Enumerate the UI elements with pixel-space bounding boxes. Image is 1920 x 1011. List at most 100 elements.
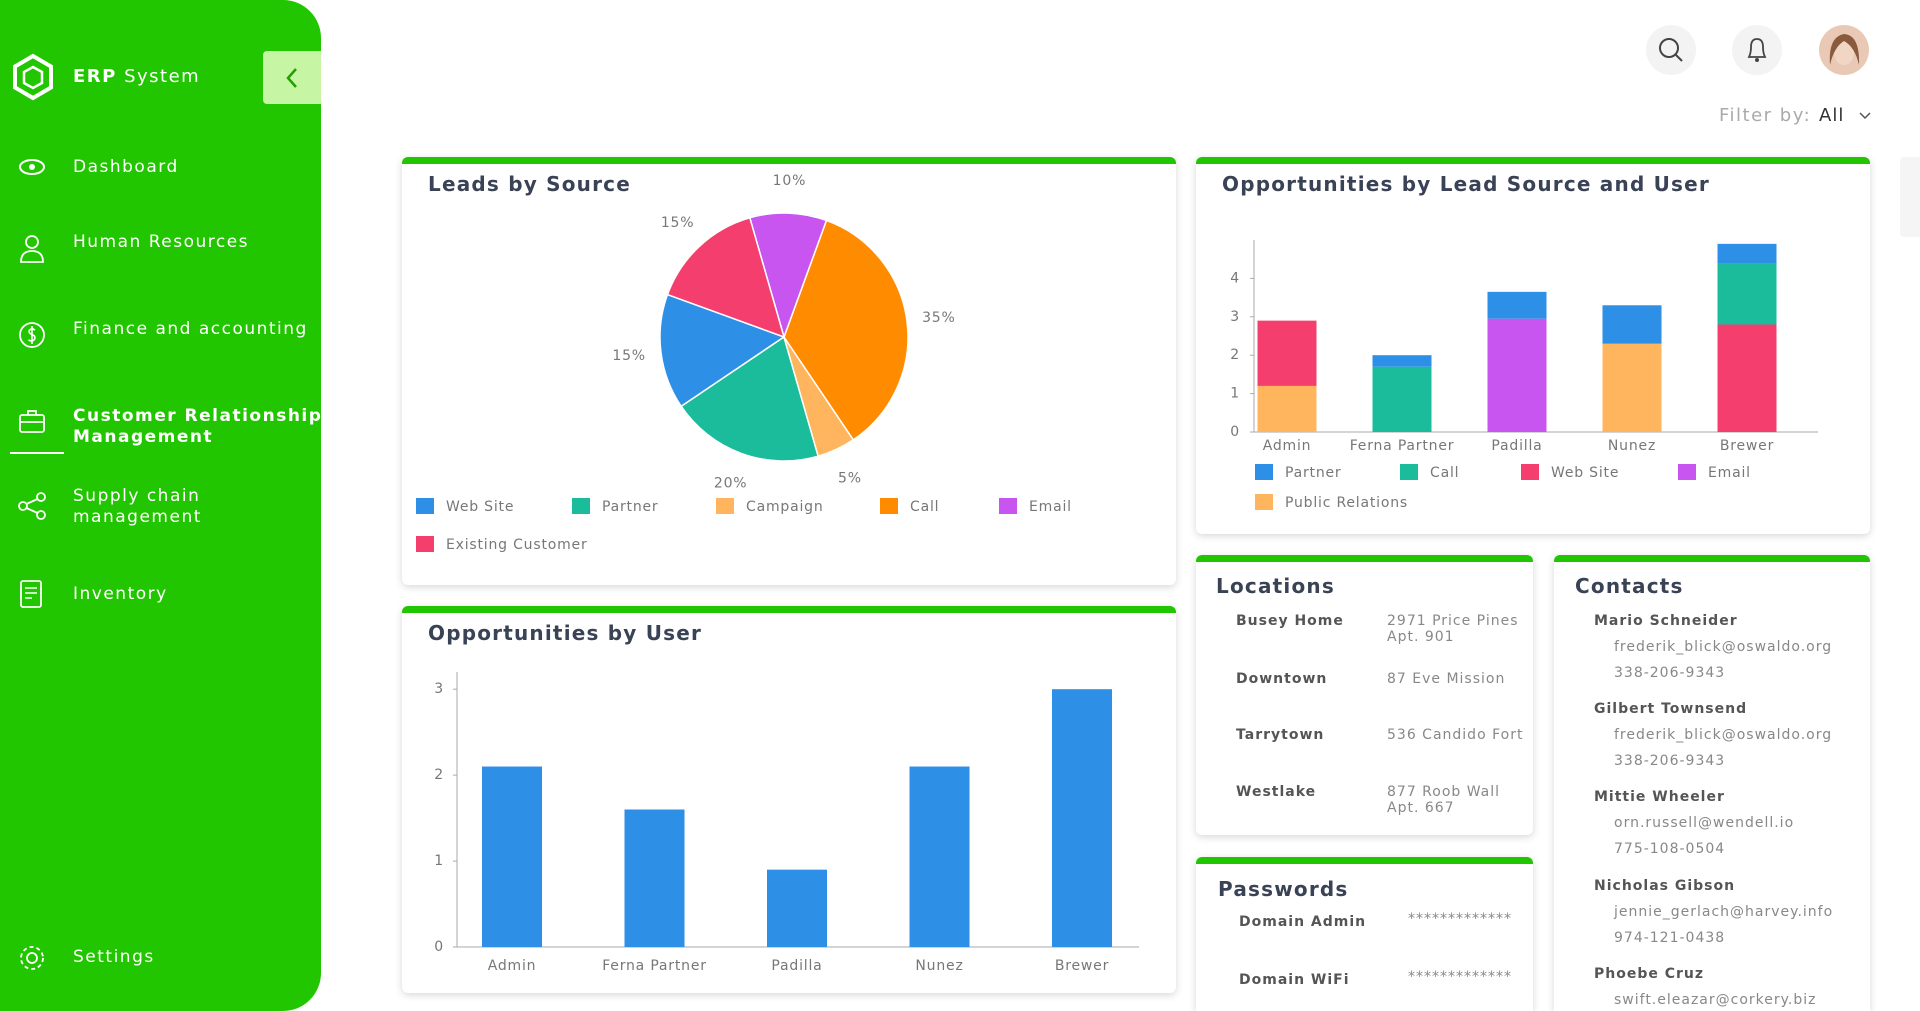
menu-icon — [19, 159, 45, 175]
contact-name: Gilbert Townsend — [1594, 701, 1748, 717]
contact-name: Mittie Wheeler — [1594, 789, 1725, 805]
menu-item[interactable]: management — [73, 507, 202, 527]
menu-icon — [20, 580, 42, 608]
pie-slice — [659, 293, 786, 408]
location-address: 2971 Price Pines — [1387, 613, 1519, 629]
menu-item[interactable]: Finance and accounting — [73, 319, 308, 339]
settings-icon — [20, 946, 44, 970]
legend-swatch — [1400, 464, 1418, 480]
contact-email: frederik_blick@oswaldo.org — [1614, 727, 1833, 743]
menu-item[interactable]: Customer Relationship — [73, 406, 323, 426]
slice-label: 15% — [612, 348, 646, 364]
slice-label: 5% — [838, 470, 862, 486]
pie-slice — [680, 335, 820, 462]
bar — [482, 766, 542, 947]
pie-slice — [666, 216, 786, 339]
legend-label: Partner — [1285, 465, 1341, 481]
bar-segment — [1487, 291, 1547, 319]
contact-name: Mario Schneider — [1594, 613, 1738, 629]
locations-card: Locations Busey Home 2971 Price Pines Apt.… — [1196, 555, 1533, 835]
legend-swatch — [416, 498, 434, 514]
menu-item[interactable]: Dashboard — [73, 157, 179, 177]
y-tick-label: 4 — [1230, 270, 1240, 286]
y-tick-label: 3 — [1230, 309, 1240, 325]
y-tick-label: 3 — [434, 681, 444, 697]
bar-segment — [1372, 366, 1432, 432]
x-tick-label: Brewer — [1055, 958, 1109, 974]
password-value: ************* — [1408, 969, 1512, 985]
passwords-card: Passwords Domain Admin ************* Domai… — [1196, 857, 1533, 1011]
bar — [909, 766, 970, 947]
x-tick-label: Nunez — [915, 958, 963, 974]
contact-phone: 775-108-0504 — [1614, 841, 1726, 857]
collapse-button[interactable] — [263, 51, 321, 104]
location-address: Apt. 901 — [1387, 629, 1455, 645]
scroll-track — [1900, 157, 1920, 237]
location-name: Westlake — [1236, 784, 1317, 800]
x-tick-label: Padilla — [1491, 438, 1542, 454]
card-title: Locations — [1216, 574, 1335, 598]
bar — [767, 869, 827, 947]
filter-chevron[interactable] — [1857, 110, 1873, 122]
card: 0 1 2 3 4 Admin Ferna Partner Padilla Nunez Brewe… — [1196, 157, 1870, 534]
bar-segment — [1717, 243, 1777, 264]
bar-segment — [1257, 320, 1317, 386]
x-tick-label: Padilla — [771, 958, 822, 974]
pie-slice — [783, 219, 909, 441]
password-name: Domain Admin — [1239, 914, 1367, 930]
chart: 0 1 2 3 Admin Ferna Partner Padilla Nunez Brewer — [434, 672, 1139, 974]
legend-swatch — [1678, 464, 1696, 480]
legend-swatch — [416, 536, 434, 552]
menu-item[interactable]: Human Resources — [73, 232, 250, 252]
legend-label: Web Site — [1551, 465, 1619, 481]
contact-email: swift.eleazar@corkery.biz — [1614, 992, 1817, 1008]
x-tick-label: Ferna Partner — [1350, 438, 1455, 454]
card-title: Contacts — [1575, 574, 1684, 598]
chart: 15% Web Site 20% Partner 5% Campaign 35% Call 10… — [416, 173, 1071, 553]
slice-label: 10% — [773, 173, 807, 189]
menu-item[interactable]: Supply chain — [73, 486, 201, 506]
x-tick-label: Nunez — [1608, 438, 1656, 454]
chart: 0 1 2 3 4 Admin Ferna Partner Padilla Nunez Brewe… — [1230, 240, 1818, 511]
active-indicator — [10, 452, 64, 454]
pie-slice — [748, 212, 828, 340]
contact-name: Nicholas Gibson — [1594, 878, 1736, 894]
contact-phone: 338-206-9343 — [1614, 665, 1726, 681]
card-title: Leads by Source — [428, 172, 631, 196]
bar — [1052, 689, 1112, 947]
slice-label: 35% — [922, 310, 956, 326]
menu-item[interactable]: Management — [73, 427, 214, 447]
bar-segment — [1717, 324, 1777, 432]
search-button[interactable] — [1646, 25, 1696, 75]
settings-label[interactable]: Settings — [73, 947, 155, 967]
menu-item[interactable]: Inventory — [73, 584, 168, 604]
notifications-button[interactable] — [1732, 25, 1782, 75]
bar — [624, 809, 685, 947]
y-tick-label: 2 — [434, 767, 444, 783]
legend-swatch — [1255, 494, 1273, 510]
x-tick-label: Brewer — [1720, 438, 1774, 454]
legend-label: Call — [910, 499, 939, 515]
legend-label: Public Relations — [1285, 495, 1408, 511]
menu-icon — [19, 322, 45, 348]
brand-suffix: System — [124, 66, 201, 87]
bar-segment — [1372, 355, 1432, 367]
card-title: Opportunities by User — [428, 621, 703, 645]
legend-swatch — [716, 498, 734, 514]
contact-phone: 974-121-0438 — [1614, 930, 1726, 946]
y-tick-label: 0 — [1230, 424, 1240, 440]
bar-segment — [1257, 385, 1317, 432]
contact-name: Phoebe Cruz — [1594, 966, 1705, 982]
filter-value[interactable]: All — [1819, 105, 1845, 126]
card-accent — [1196, 555, 1533, 562]
brand: ERP System — [73, 66, 200, 87]
contact-email: jennie_gerlach@harvey.info — [1614, 904, 1834, 920]
card: 15% Web Site 20% Partner 5% Campaign 35% Call 10… — [402, 157, 1176, 585]
location-name: Busey Home — [1236, 613, 1344, 629]
legend-label: Campaign — [746, 499, 824, 515]
legend-label: Call — [1430, 465, 1459, 481]
location-name: Downtown — [1236, 671, 1328, 687]
legend-label: Existing Customer — [446, 537, 588, 553]
card-title: Passwords — [1218, 877, 1349, 901]
password-name: Domain WiFi — [1239, 972, 1350, 988]
